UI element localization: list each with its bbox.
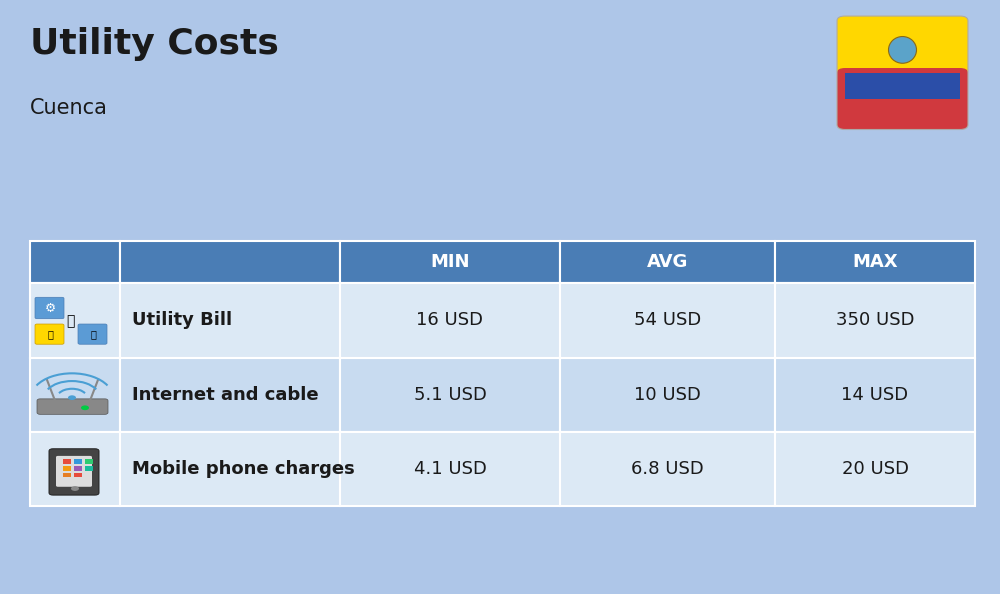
Bar	[340, 432, 560, 506]
Bar	[775, 241, 975, 283]
Text: Internet and cable: Internet and cable	[132, 386, 319, 404]
Text: 4.1 USD: 4.1 USD	[414, 460, 486, 478]
Bar	[120, 283, 340, 358]
Bar	[30, 358, 120, 432]
Bar	[74, 466, 82, 470]
Bar	[560, 358, 775, 432]
Bar	[340, 241, 560, 283]
FancyBboxPatch shape	[35, 297, 64, 318]
Text: 20 USD: 20 USD	[842, 460, 908, 478]
Text: Cuenca: Cuenca	[30, 98, 108, 118]
Bar	[775, 358, 975, 432]
Text: 🧑: 🧑	[66, 315, 74, 328]
Circle shape	[68, 396, 76, 400]
Bar	[120, 241, 340, 283]
Text: 350 USD: 350 USD	[836, 311, 914, 330]
FancyBboxPatch shape	[56, 456, 92, 487]
FancyBboxPatch shape	[78, 324, 107, 345]
Circle shape	[81, 405, 89, 410]
Bar	[85, 460, 93, 465]
FancyBboxPatch shape	[837, 16, 968, 77]
Bar	[74, 460, 82, 465]
FancyBboxPatch shape	[49, 449, 99, 495]
Text: 54 USD: 54 USD	[634, 311, 701, 330]
Text: 🔌: 🔌	[47, 329, 53, 339]
Text: 14 USD: 14 USD	[841, 386, 909, 404]
Bar	[120, 358, 340, 432]
Bar	[74, 473, 82, 478]
Bar	[845, 99, 960, 125]
Bar	[340, 283, 560, 358]
Bar	[63, 473, 71, 478]
Bar	[63, 466, 71, 470]
Text: Utility Bill: Utility Bill	[132, 311, 232, 330]
Text: 6.8 USD: 6.8 USD	[631, 460, 704, 478]
Bar	[30, 241, 120, 283]
Text: 10 USD: 10 USD	[634, 386, 701, 404]
Text: AVG: AVG	[647, 253, 688, 271]
Bar	[560, 432, 775, 506]
Bar	[30, 283, 120, 358]
Bar	[340, 358, 560, 432]
Bar	[85, 466, 93, 470]
FancyBboxPatch shape	[837, 16, 968, 129]
Circle shape	[71, 486, 79, 491]
Bar	[560, 283, 775, 358]
Text: 5.1 USD: 5.1 USD	[414, 386, 486, 404]
FancyBboxPatch shape	[37, 399, 108, 415]
Bar	[30, 432, 120, 506]
Text: MAX: MAX	[852, 253, 898, 271]
Text: 💧: 💧	[90, 329, 96, 339]
Text: Utility Costs: Utility Costs	[30, 27, 279, 61]
Text: ⚙: ⚙	[44, 302, 56, 314]
FancyBboxPatch shape	[35, 324, 64, 345]
Bar	[120, 432, 340, 506]
Bar	[845, 73, 960, 99]
Bar	[560, 241, 775, 283]
FancyBboxPatch shape	[837, 68, 968, 129]
Bar	[845, 73, 960, 99]
Bar	[63, 460, 71, 465]
Text: MIN: MIN	[430, 253, 470, 271]
Text: 16 USD: 16 USD	[416, 311, 484, 330]
Ellipse shape	[889, 37, 916, 64]
Text: Mobile phone charges: Mobile phone charges	[132, 460, 355, 478]
Bar	[775, 283, 975, 358]
Bar	[775, 432, 975, 506]
